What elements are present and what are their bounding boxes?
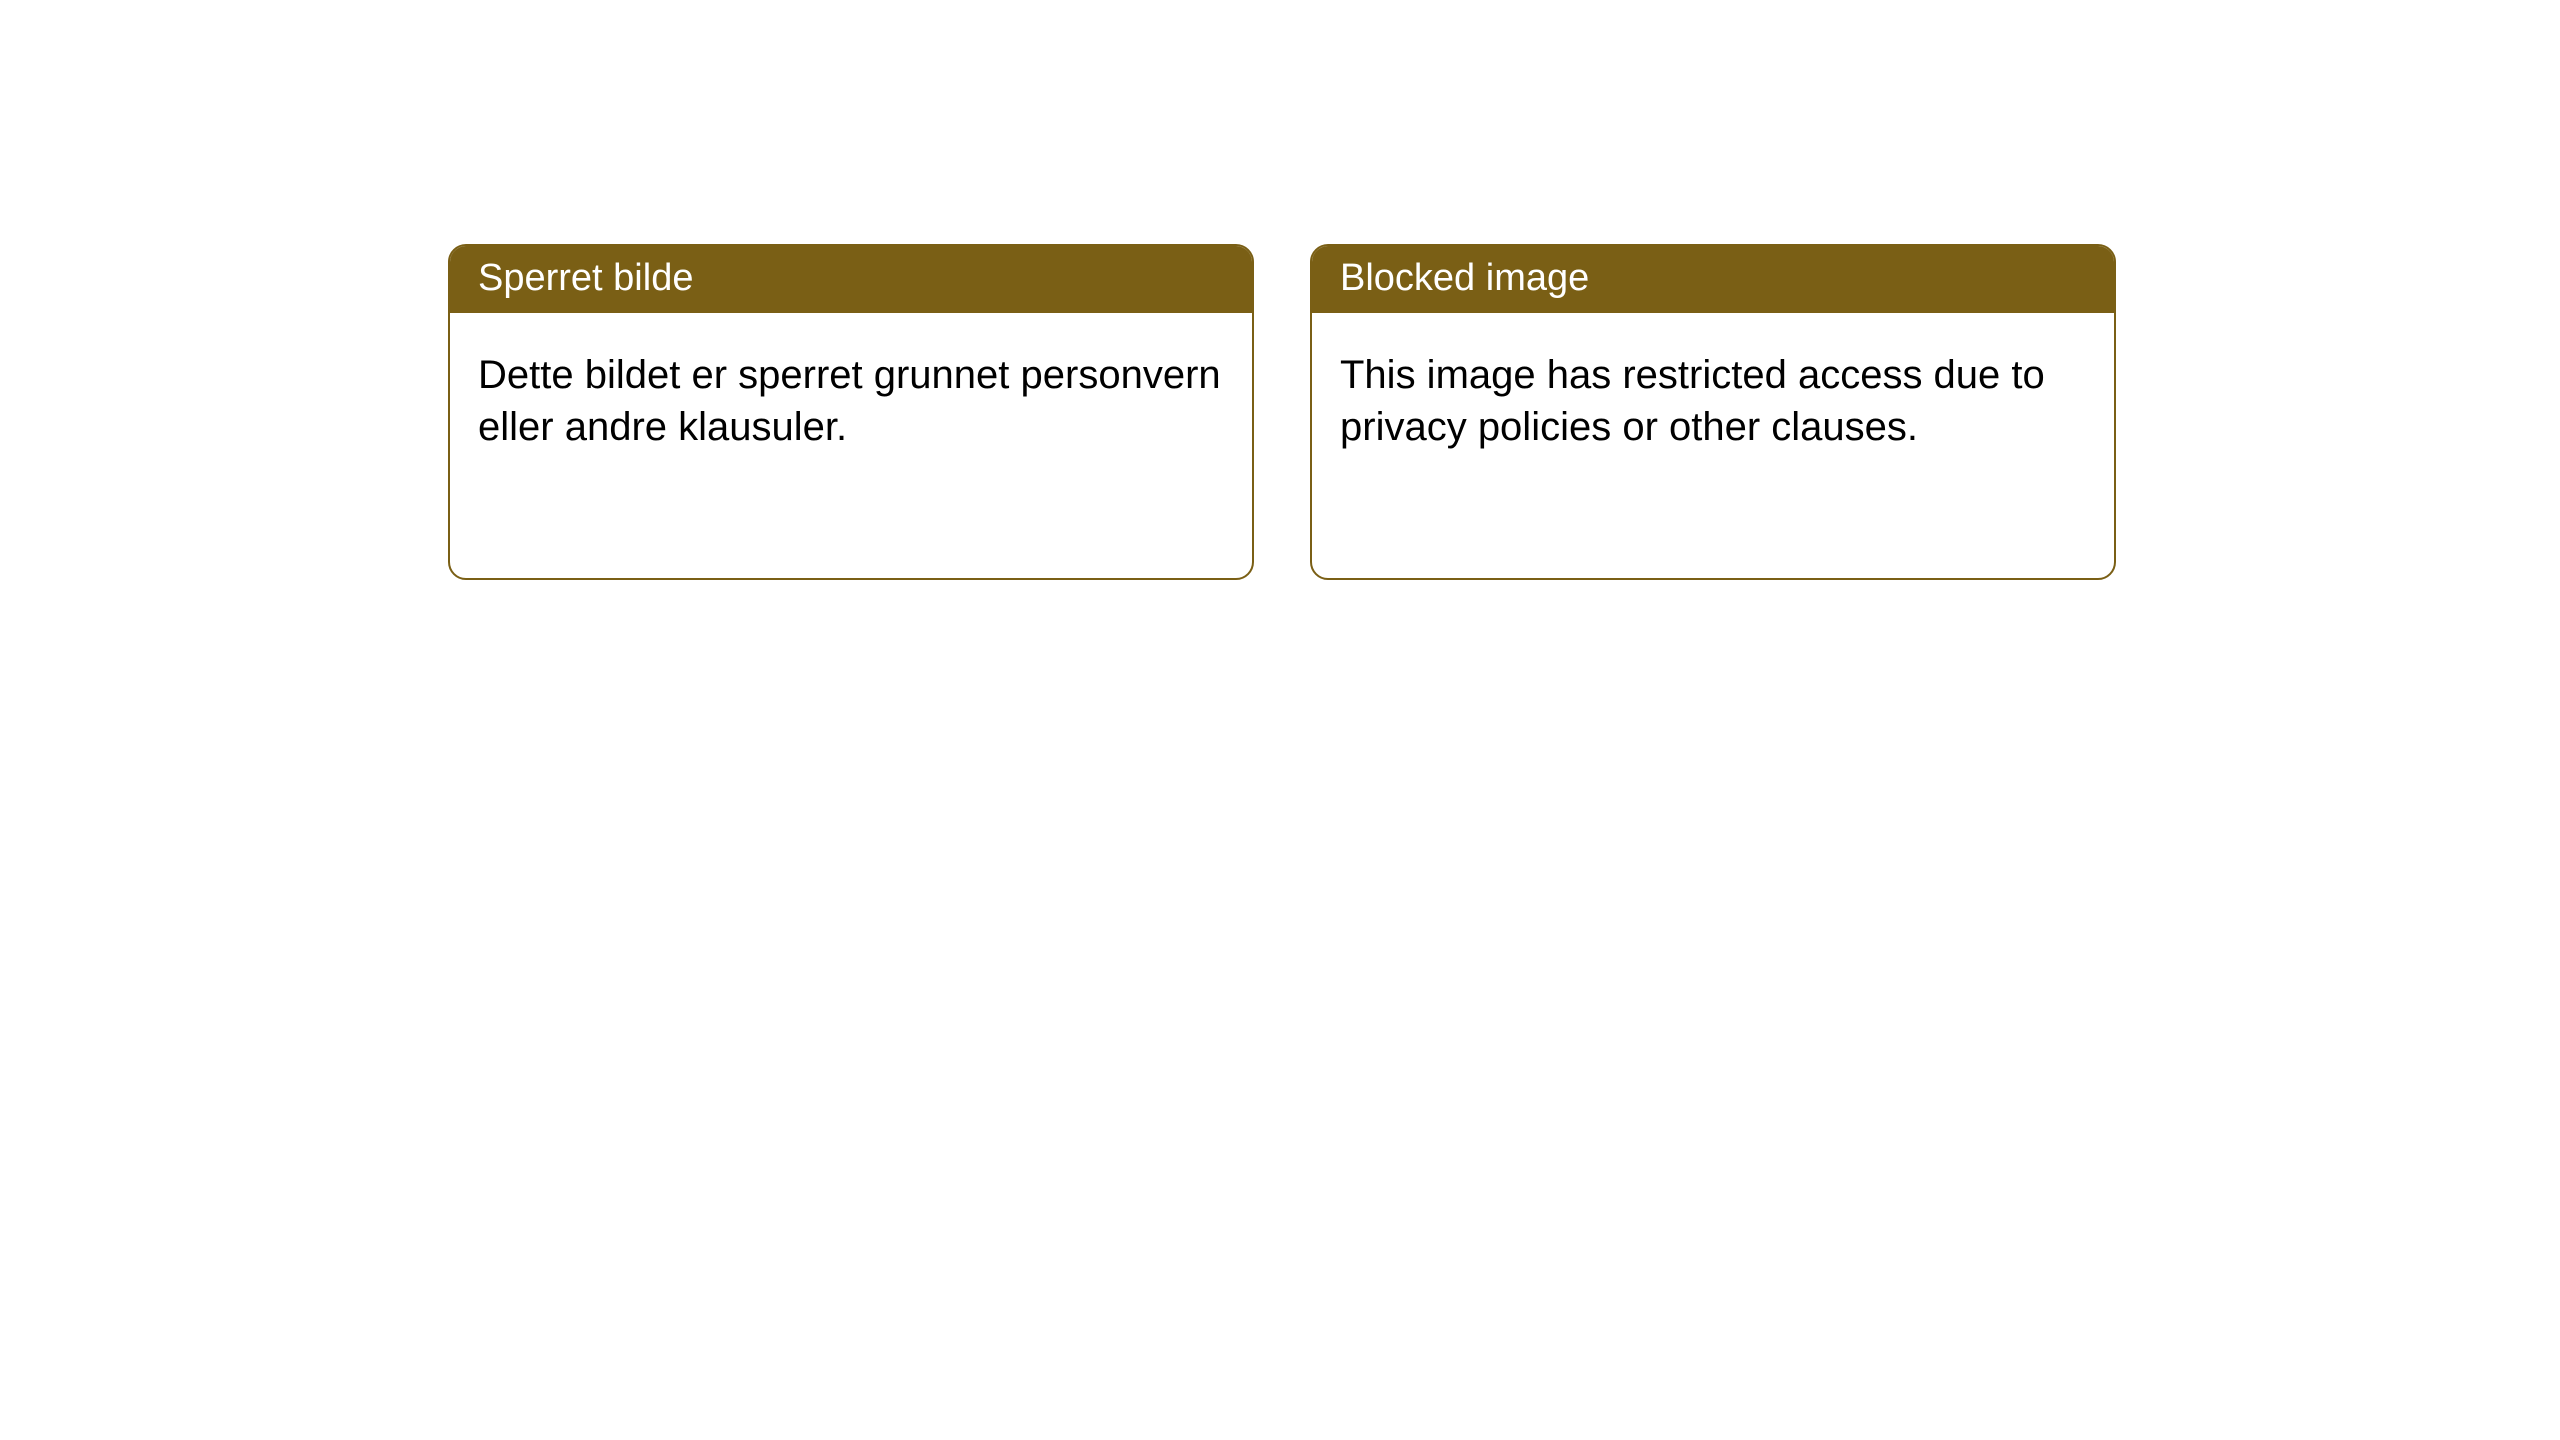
notice-title-en: Blocked image [1312,246,2114,313]
notice-box-no: Sperret bilde Dette bildet er sperret gr… [448,244,1254,580]
notice-body-en: This image has restricted access due to … [1312,313,2114,489]
notice-container: Sperret bilde Dette bildet er sperret gr… [0,0,2560,580]
notice-title-no: Sperret bilde [450,246,1252,313]
notice-body-no: Dette bildet er sperret grunnet personve… [450,313,1252,489]
notice-box-en: Blocked image This image has restricted … [1310,244,2116,580]
